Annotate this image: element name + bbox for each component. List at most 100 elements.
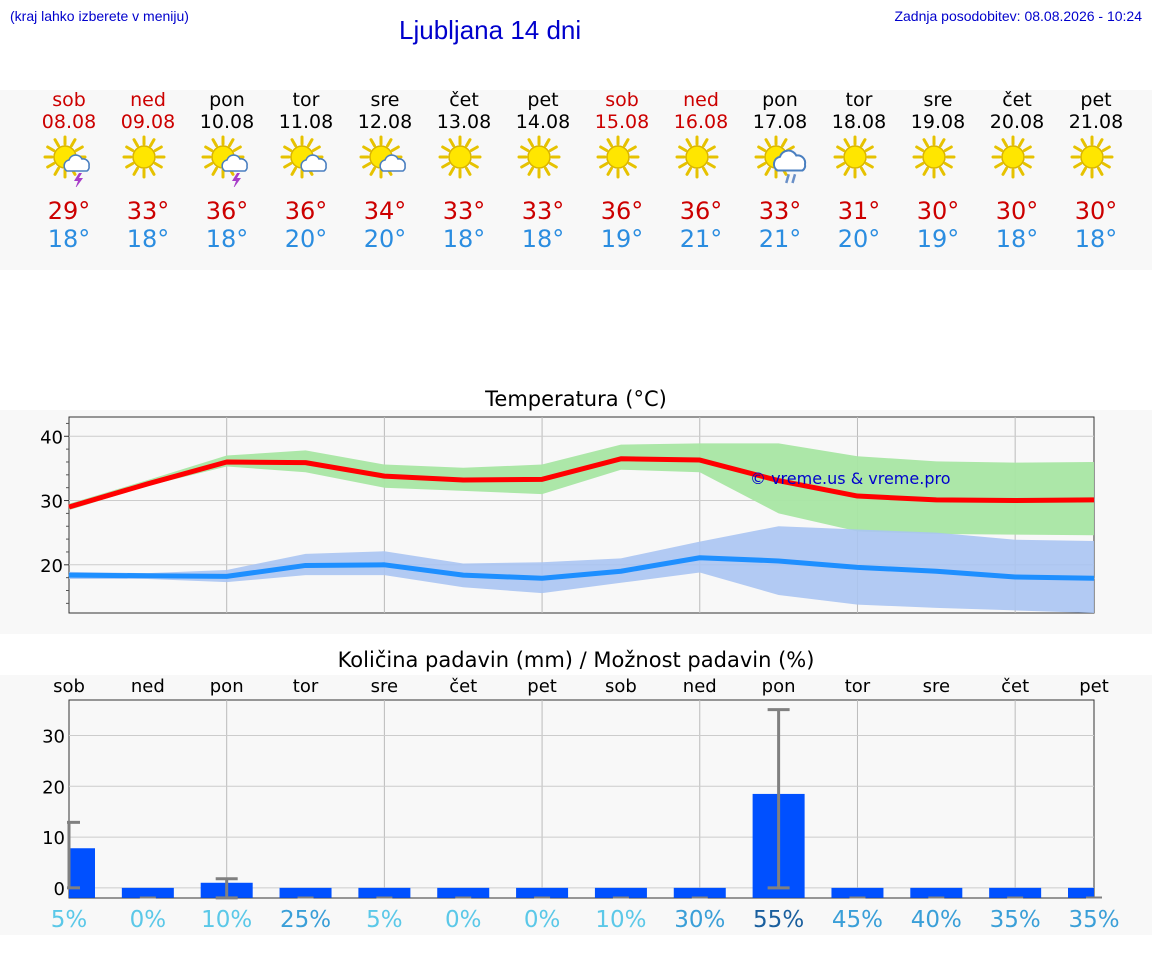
day-header: pon 10.08 <box>187 89 267 133</box>
x-category-label: tor <box>845 676 871 697</box>
y-tick-label: 0 <box>54 879 65 900</box>
max-temperature-point <box>778 480 780 482</box>
day-date: 15.08 <box>594 111 650 133</box>
min-temperature: 20° <box>284 225 328 253</box>
precipitation-bar <box>358 887 411 898</box>
day-date: 21.08 <box>1068 111 1124 133</box>
precipitation-bar <box>594 887 647 898</box>
day-header: tor 18.08 <box>819 89 899 133</box>
max-temperature: 30° <box>916 197 960 225</box>
day-name: sre <box>923 89 953 111</box>
day-date: 17.08 <box>752 111 808 133</box>
precipitation-bar <box>437 887 490 898</box>
max-temperature-point <box>462 479 464 481</box>
day-name: tor <box>845 89 873 111</box>
precipitation-bar <box>910 887 963 898</box>
min-temperature: 18° <box>205 225 249 253</box>
precipitation-chance-label: 5% <box>366 907 403 933</box>
min-temperature-point <box>305 564 307 566</box>
day-name: ned <box>683 89 719 111</box>
min-temperature-point <box>68 574 70 576</box>
precipitation-chance-label: 0% <box>445 907 482 933</box>
precipitation-chance-label: 45% <box>832 907 883 933</box>
day-name: pon <box>209 89 245 111</box>
sun-icon <box>438 135 502 191</box>
max-temperature-point <box>68 506 70 508</box>
day-name: sob <box>52 89 86 111</box>
max-temperature-point <box>856 495 858 497</box>
precipitation-bar <box>673 887 726 898</box>
sun-icon <box>596 135 660 191</box>
min-temperature-point <box>462 574 464 576</box>
min-temperature-point <box>778 560 780 562</box>
sun-cloud-rain-icon <box>754 135 818 191</box>
y-tick-label: 20 <box>42 777 65 798</box>
min-temperature-point <box>935 570 937 572</box>
min-temperature-point <box>856 566 858 568</box>
max-temperature-line <box>68 456 1095 510</box>
precipitation-bar <box>831 887 884 898</box>
x-category-label: sob <box>605 676 637 697</box>
precipitation-chance-label: 5% <box>51 907 88 933</box>
day-date: 08.08 <box>41 111 97 133</box>
max-temperature: 33° <box>758 197 802 225</box>
day-header: sob 15.08 <box>582 89 662 133</box>
min-temperature: 21° <box>758 225 802 253</box>
precipitation-chance-label: 55% <box>753 907 804 933</box>
max-temperature-point <box>226 461 228 463</box>
temperature-chart: 20 30 40 © vreme.us & vreme.pro <box>40 416 1095 614</box>
day-date: 16.08 <box>673 111 729 133</box>
sun-cloud-thunder-icon <box>43 135 107 191</box>
sun-cloud-icon <box>280 135 344 191</box>
location-hint: (kraj lahko izberete v meniju) <box>10 8 189 24</box>
max-temperature-point <box>935 499 937 501</box>
sun-icon <box>122 135 186 191</box>
precipitation-chance-label: 35% <box>1068 907 1119 933</box>
max-temperature: 36° <box>284 197 328 225</box>
day-name: pon <box>762 89 798 111</box>
max-temperature-point <box>620 458 622 460</box>
max-temperature: 33° <box>126 197 170 225</box>
precipitation-chance-label: 40% <box>911 907 962 933</box>
precipitation-bar <box>989 887 1042 898</box>
x-category-label: pon <box>762 676 796 697</box>
precipitation-chance-label: 10% <box>201 907 252 933</box>
min-temperature: 20° <box>363 225 407 253</box>
sun-icon <box>912 135 976 191</box>
y-tick-label: 40 <box>40 427 63 448</box>
y-tick-label: 20 <box>40 556 63 577</box>
min-temperature: 20° <box>837 225 881 253</box>
x-category-label: ned <box>683 676 717 697</box>
min-temperature: 21° <box>679 225 723 253</box>
x-category-label: čet <box>449 676 477 697</box>
copyright-annotation: © vreme.us & vreme.pro <box>750 469 951 488</box>
sun-icon <box>991 135 1055 191</box>
day-name: čet <box>449 89 479 111</box>
min-temperature-point <box>699 557 701 559</box>
min-temperature: 18° <box>442 225 486 253</box>
day-name: sob <box>605 89 639 111</box>
max-temperature-point <box>541 478 543 480</box>
precipitation-bar <box>516 887 569 898</box>
day-date: 14.08 <box>515 111 571 133</box>
min-temperature-point <box>620 570 622 572</box>
day-name: pet <box>527 89 559 111</box>
precipitation-chance-label: 10% <box>595 907 646 933</box>
min-temperature: 19° <box>916 225 960 253</box>
sun-cloud-thunder-icon <box>201 135 265 191</box>
x-category-label: ned <box>131 676 165 697</box>
min-temperature-line <box>68 555 1095 581</box>
min-temperature: 19° <box>600 225 644 253</box>
max-temperature: 36° <box>600 197 644 225</box>
day-header: čet 13.08 <box>424 89 504 133</box>
day-name: čet <box>1002 89 1032 111</box>
max-temperature-point <box>699 459 701 461</box>
x-category-label: pon <box>210 676 244 697</box>
precipitation-chance-label: 0% <box>130 907 167 933</box>
day-name: sre <box>370 89 400 111</box>
day-header: ned 09.08 <box>108 89 188 133</box>
max-temperature: 34° <box>363 197 407 225</box>
day-date: 12.08 <box>357 111 413 133</box>
sun-icon <box>1070 135 1134 191</box>
precipitation-chance-label: 30% <box>674 907 725 933</box>
